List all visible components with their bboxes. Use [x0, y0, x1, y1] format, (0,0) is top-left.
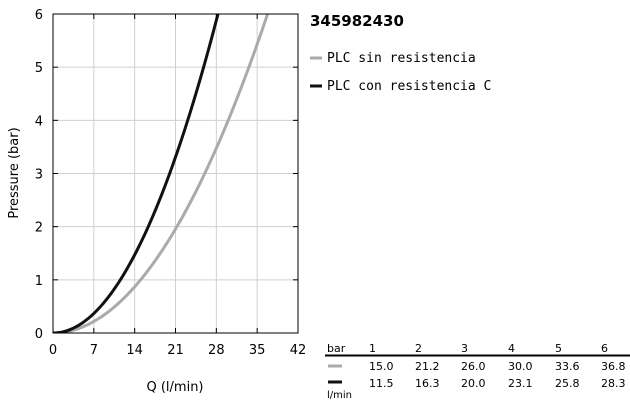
y-tick-label: 1	[35, 274, 43, 289]
grid	[53, 14, 298, 333]
x-tick-label: 0	[49, 343, 57, 358]
x-tick-label: 28	[208, 343, 225, 358]
y-tick-label: 2	[35, 221, 43, 236]
y-tick-label: 5	[35, 61, 43, 76]
table-row1-value-2: 21.2	[415, 360, 440, 373]
table-pressure-5: 5	[555, 342, 562, 355]
table-pressure-2: 2	[415, 342, 422, 355]
table-pressure-3: 3	[461, 342, 468, 355]
table-row1-value-5: 33.6	[555, 360, 580, 373]
table-pressure-1: 1	[369, 342, 376, 355]
y-tick-label: 3	[35, 168, 43, 183]
table-row2-value-5: 25.8	[555, 377, 580, 390]
y-tick-label: 0	[35, 327, 43, 342]
table-row2-value-6: 28.3	[601, 377, 626, 390]
x-tick-label: 35	[249, 343, 266, 358]
y-axis-title: Pressure (bar)	[7, 127, 22, 218]
table-row2-value-1: 11.5	[369, 377, 394, 390]
table-row1-value-6: 36.8	[601, 360, 626, 373]
series-line-2	[53, 14, 220, 333]
x-tick-label: 14	[126, 343, 143, 358]
x-tick-label: 42	[290, 343, 307, 358]
series-line-1	[53, 14, 270, 333]
x-tick-label: 21	[167, 343, 184, 358]
y-tick-label: 6	[35, 8, 43, 23]
table-header-lmin: l/min	[327, 390, 352, 400]
data-table: bar 1 2 3 4 5 6 15.0 21.2 26.0 30.0 33.6…	[325, 342, 630, 400]
table-row1-value-3: 26.0	[461, 360, 486, 373]
legend-title: 345982430	[310, 12, 404, 30]
axes: 0 7 14 21 28 35 42 0 1 2 3 4 5 6	[35, 8, 307, 358]
table-pressure-6: 6	[601, 342, 608, 355]
table-pressure-4: 4	[508, 342, 515, 355]
table-row2-value-2: 16.3	[415, 377, 440, 390]
series-group	[53, 14, 270, 333]
table-row1-value-4: 30.0	[508, 360, 533, 373]
legend: 345982430 PLC sin resistencia PLC con re…	[310, 12, 491, 94]
table-row1-value-1: 15.0	[369, 360, 394, 373]
legend-label-con-resistencia: PLC con resistencia C	[327, 79, 491, 94]
table-row2-value-3: 20.0	[461, 377, 486, 390]
table-row2-value-4: 23.1	[508, 377, 533, 390]
y-tick-label: 4	[35, 114, 43, 129]
x-axis-title: Q (l/min)	[146, 380, 203, 395]
x-tick-label: 7	[90, 343, 98, 358]
table-header-bar: bar	[327, 342, 346, 355]
legend-label-sin-resistencia: PLC sin resistencia	[327, 51, 476, 66]
